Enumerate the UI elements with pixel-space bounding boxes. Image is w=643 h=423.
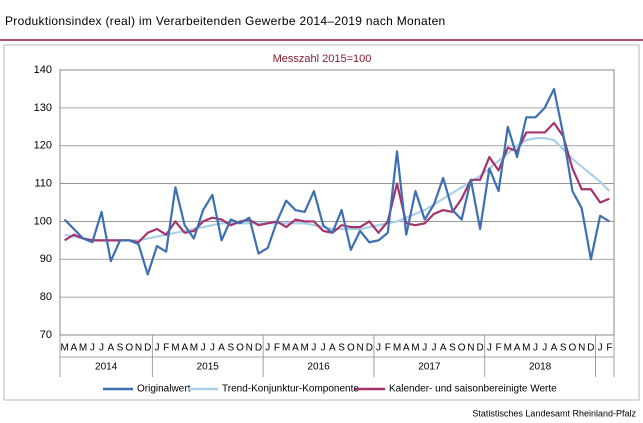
x-tick-label: D [255,343,262,354]
y-tick-label: 100 [34,215,52,227]
x-tick-label: J [154,343,159,354]
y-tick-label: 110 [34,177,52,189]
x-tick-label: N [246,343,253,354]
year-label: 2018 [529,362,552,373]
chart-title: Produktionsindex (real) im Verarbeitende… [5,14,446,28]
x-tick-label: O [236,343,244,354]
x-tick-label: M [171,343,179,354]
x-tick-label: M [79,343,87,354]
x-tick-label: A [329,343,336,354]
x-tick-label: J [487,343,492,354]
year-label: 2016 [307,362,330,373]
x-tick-label: S [338,343,345,354]
y-tick-label: 120 [34,140,52,152]
x-tick-label: S [117,343,124,354]
x-tick-label: M [282,343,290,354]
x-tick-label: M [60,343,68,354]
x-tick-label: F [274,343,280,354]
y-tick-label: 90 [40,253,52,265]
x-tick-label: N [356,343,363,354]
legend-label: Originalwert [137,384,191,395]
x-tick-label: J [376,343,381,354]
x-tick-label: A [440,343,447,354]
year-label: 2014 [95,362,118,373]
y-tick-label: 70 [40,329,52,341]
x-tick-label: A [218,343,225,354]
x-tick-label: M [393,343,401,354]
x-tick-label: O [125,343,133,354]
x-tick-label: J [422,343,427,354]
x-tick-label: N [578,343,585,354]
x-tick-label: S [560,343,567,354]
x-tick-label: J [90,343,95,354]
x-tick-label: N [135,343,142,354]
y-tick-label: 140 [34,64,52,76]
x-tick-label: N [467,343,474,354]
x-tick-label: J [99,343,104,354]
legend-label: Kalender- und saisonbereinigte Werte [389,384,557,395]
series-line [63,87,610,276]
x-tick-label: F [385,343,391,354]
x-tick-label: A [551,343,558,354]
source: Statistisches Landesamt Rheinland-Pfalz [472,408,636,418]
x-tick-label: A [107,343,114,354]
x-tick-label: J [311,343,316,354]
x-tick-label: M [301,343,309,354]
x-tick-label: J [431,343,436,354]
x-tick-label: O [458,343,466,354]
x-tick-label: A [292,343,299,354]
y-tick-label: 130 [34,102,52,114]
x-tick-label: F [606,343,612,354]
x-tick-label: J [201,343,206,354]
x-tick-label: S [449,343,456,354]
x-tick-label: D [366,343,373,354]
x-tick-label: O [347,343,355,354]
x-tick-label: A [403,343,410,354]
x-tick-label: D [587,343,594,354]
x-tick-label: D [144,343,151,354]
x-tick-label: M [504,343,512,354]
x-tick-label: J [210,343,215,354]
x-tick-label: A [514,343,521,354]
chart-frame [3,44,640,401]
x-tick-label: J [542,343,547,354]
year-label: 2017 [418,362,441,373]
x-tick-label: F [496,343,502,354]
x-tick-label: M [190,343,198,354]
x-tick-label: D [476,343,483,354]
x-tick-label: J [598,343,603,354]
year-label: 2015 [197,362,220,373]
x-tick-label: O [569,343,577,354]
x-tick-label: M [522,343,530,354]
x-tick-label: A [71,343,78,354]
chart-subtitle: Messzahl 2015=100 [273,53,372,65]
x-tick-label: J [321,343,326,354]
x-tick-label: J [265,343,270,354]
x-tick-label: S [227,343,234,354]
legend-label: Trend-Konjunktur-Komponente [222,384,359,395]
x-tick-label: F [163,343,169,354]
x-tick-label: M [411,343,419,354]
x-tick-label: A [181,343,188,354]
y-tick-label: 80 [40,291,52,303]
x-tick-label: J [533,343,538,354]
